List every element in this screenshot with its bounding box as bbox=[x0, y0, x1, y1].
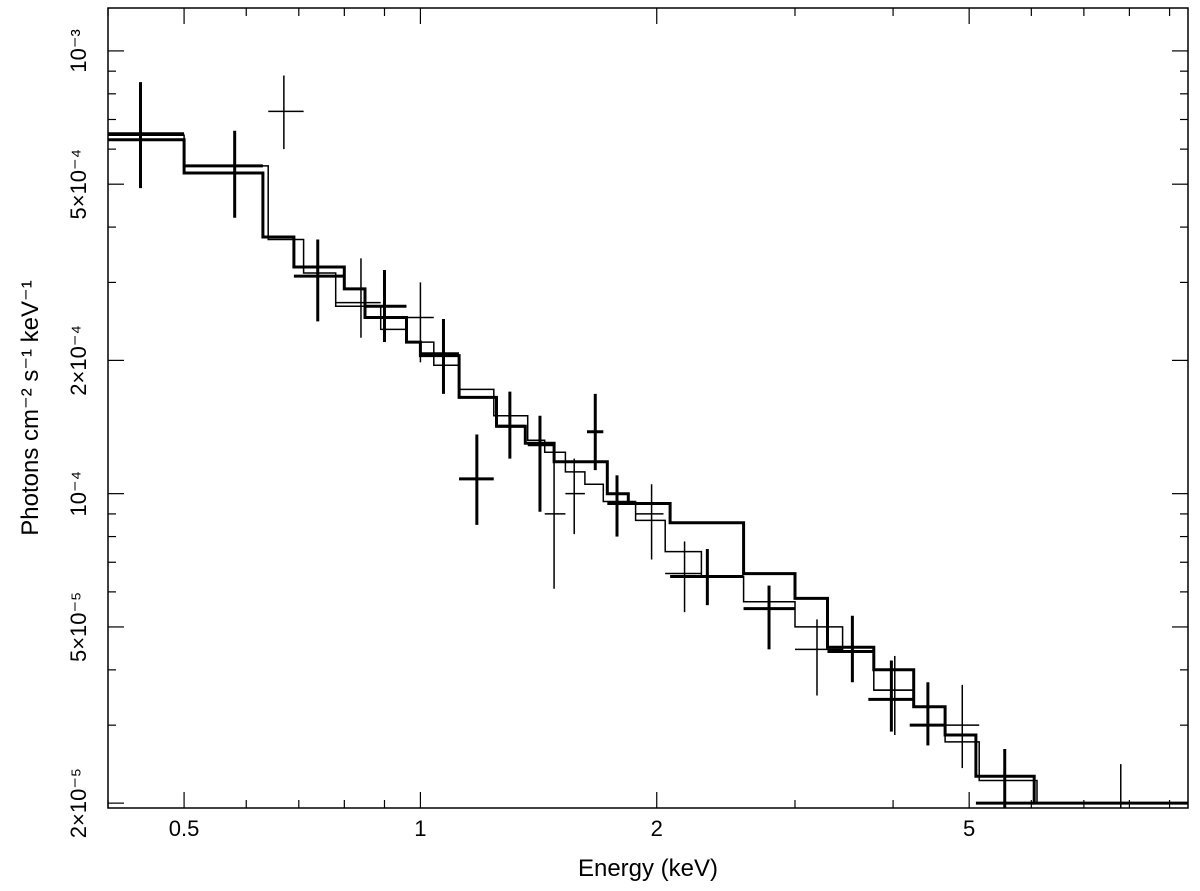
y-tick-label: 5×10⁻⁵ bbox=[66, 592, 91, 662]
tick-layer: 0.5 1 2 5 2×10⁻⁵ 5×10⁻⁵ 10⁻⁴ 2×10⁻⁴ 5×10⁻⁴ 10⁻³ bbox=[66, 8, 1188, 841]
data-point-s2-8 bbox=[794, 619, 843, 696]
plot-frame bbox=[107, 7, 1189, 809]
data-point-s1-12 bbox=[743, 585, 795, 650]
data-point-s2-10 bbox=[945, 684, 980, 769]
y-tick-label: 10⁻⁴ bbox=[66, 471, 91, 517]
data-point-s1-8 bbox=[527, 415, 555, 512]
x-tick-label: 2 bbox=[651, 816, 663, 841]
y-tick-label: 10⁻³ bbox=[66, 29, 91, 72]
data-point-s2-1 bbox=[268, 75, 304, 150]
data-point-s2-6 bbox=[635, 484, 664, 560]
data-point-s1-10 bbox=[607, 475, 629, 537]
data-point-s1-15 bbox=[909, 682, 946, 746]
model-layer bbox=[108, 134, 1188, 805]
data-point-s2-11 bbox=[1036, 764, 1188, 808]
data-point-s1-7 bbox=[496, 391, 526, 459]
data-point-s1-1 bbox=[108, 82, 185, 189]
data-point-s2-3 bbox=[406, 282, 434, 363]
data-point-s1-14 bbox=[868, 660, 914, 732]
data-point-s2-2 bbox=[335, 258, 381, 338]
data-point-s1-6 bbox=[459, 434, 494, 525]
y-tick-label: 2×10⁻⁵ bbox=[66, 768, 91, 838]
x-tick-label: 5 bbox=[963, 816, 975, 841]
data-layer bbox=[108, 75, 1188, 808]
x-tick-label: 0.5 bbox=[169, 816, 200, 841]
data-point-s1-4 bbox=[365, 270, 407, 343]
data-point-s2-5 bbox=[565, 458, 585, 535]
data-point-s1-3 bbox=[293, 239, 345, 322]
data-point-s1-2 bbox=[184, 130, 263, 218]
x-axis-title: Energy (keV) bbox=[578, 855, 718, 882]
data-point-s1-5 bbox=[420, 319, 460, 394]
y-tick-label: 2×10⁻⁴ bbox=[66, 325, 91, 396]
data-point-s1-13 bbox=[827, 615, 874, 683]
model-step-line-2 bbox=[108, 134, 1188, 804]
y-axis-title: Photons cm⁻² s⁻¹ keV⁻¹ bbox=[17, 280, 44, 535]
y-tick-label: 5×10⁻⁴ bbox=[66, 149, 91, 220]
data-point-s2-4 bbox=[544, 443, 566, 589]
x-tick-label: 1 bbox=[414, 816, 426, 841]
data-point-s1-9 bbox=[586, 393, 604, 471]
data-point-s2-9 bbox=[873, 655, 914, 736]
data-point-s1-11 bbox=[670, 548, 744, 606]
data-point-s2-7 bbox=[665, 541, 702, 613]
model-step-line-1 bbox=[108, 138, 1188, 805]
data-point-s1-16 bbox=[975, 749, 1035, 808]
